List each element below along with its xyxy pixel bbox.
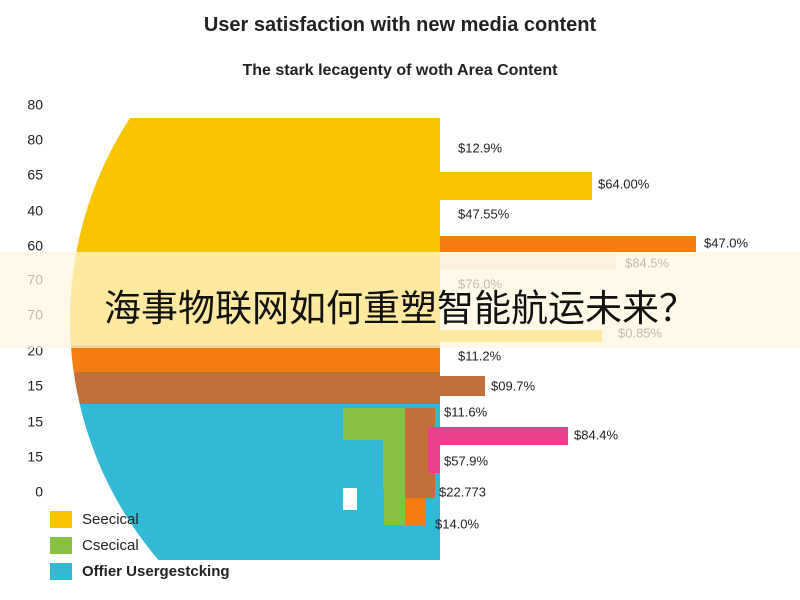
bar-3 xyxy=(440,236,696,252)
y-tick-1: 80 xyxy=(27,132,43,148)
data-label-1: $64.00% xyxy=(598,176,650,191)
y-tick-0: 80 xyxy=(27,97,43,113)
pie-slice-orange xyxy=(70,345,440,372)
overlay-banner xyxy=(0,252,800,348)
orange-step xyxy=(405,498,425,526)
legend-label-2: Offier Usergestcking xyxy=(82,562,230,580)
legend-item-1: Csecical xyxy=(50,532,230,558)
data-label-0: $12.9% xyxy=(458,140,503,155)
legend: Seecical Csecical Offier Usergestcking xyxy=(50,506,230,584)
overlay-banner-text: 海事物联网如何重塑智能航运未来？ xyxy=(104,287,696,330)
cyan-step xyxy=(356,490,384,536)
pie-slice-brown xyxy=(70,372,440,404)
legend-swatch-0 xyxy=(50,510,72,528)
legend-swatch-2 xyxy=(50,562,72,580)
data-label-8: $09.7% xyxy=(491,378,536,393)
bar-1 xyxy=(440,172,592,200)
legend-label-0: Seecical xyxy=(82,510,139,528)
data-label-13: $14.0% xyxy=(435,516,480,531)
green-block xyxy=(343,408,408,440)
y-tick-2: 65 xyxy=(27,167,43,183)
bar-8 xyxy=(437,376,485,396)
legend-label-1: Csecical xyxy=(82,536,139,554)
chart-subtitle: The stark lecagenty of woth Area Content xyxy=(242,62,558,79)
chart-title: User satisfaction with new media content xyxy=(203,14,597,36)
data-label-7: $11.2% xyxy=(458,348,502,363)
data-label-10: $84.4% xyxy=(574,427,619,442)
y-tick-3: 40 xyxy=(27,203,43,219)
data-label-9: $11.6% xyxy=(444,404,488,419)
cyan-notch xyxy=(343,488,357,510)
legend-swatch-1 xyxy=(50,536,72,554)
y-tick-9: 15 xyxy=(27,414,43,430)
bar-11 xyxy=(428,445,440,473)
y-tick-4: 60 xyxy=(27,238,43,254)
green-step xyxy=(383,440,408,525)
bar-10 xyxy=(428,427,568,445)
y-tick-11: 0 xyxy=(35,484,43,500)
legend-item-0: Seecical xyxy=(50,506,230,532)
data-label-2: $47.55% xyxy=(458,206,510,221)
legend-item-2: Offier Usergestcking xyxy=(50,558,230,584)
data-label-3: $47.0% xyxy=(704,235,749,250)
y-tick-10: 15 xyxy=(27,449,43,465)
data-label-12: $22.773 xyxy=(439,484,486,499)
y-tick-8: 15 xyxy=(27,378,43,394)
data-label-11: $57.9% xyxy=(444,453,489,468)
